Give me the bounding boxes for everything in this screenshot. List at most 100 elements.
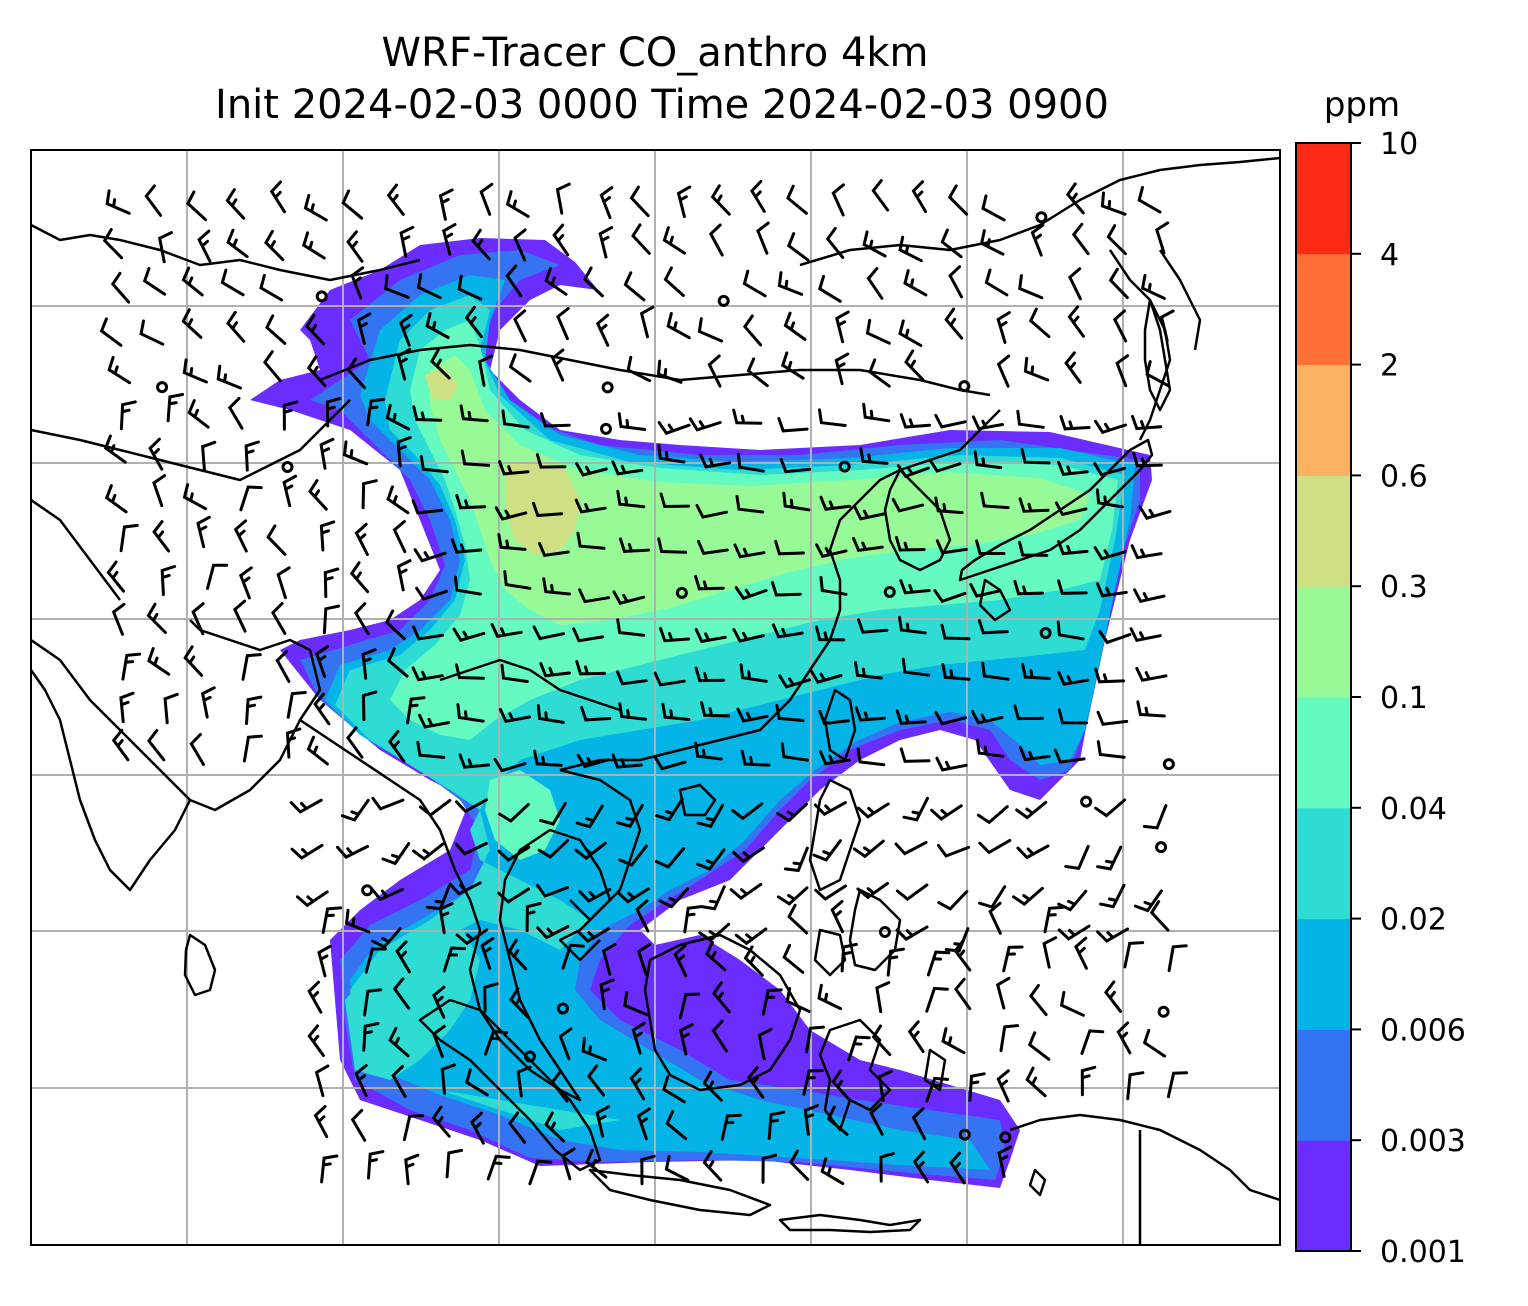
wind-barb <box>1142 804 1168 830</box>
wind-barb <box>411 666 444 682</box>
wind-barb <box>757 1027 773 1061</box>
wind-barb <box>616 887 650 904</box>
wind-barb <box>673 944 688 978</box>
wind-barb <box>319 520 336 552</box>
wind-barb <box>384 609 406 641</box>
wind-barb <box>398 313 413 347</box>
wind-barb <box>448 881 482 896</box>
calm-wind-marker <box>600 422 613 435</box>
wind-barb <box>747 1066 765 1099</box>
wind-barb <box>505 264 523 298</box>
wind-barb <box>732 408 763 425</box>
wind-barb <box>817 983 843 1011</box>
wind-barb <box>239 485 263 512</box>
wind-barb <box>392 520 407 554</box>
wind-barb <box>478 354 493 387</box>
wind-barb <box>891 497 925 513</box>
wind-barb <box>578 888 612 903</box>
wind-barb <box>494 506 528 521</box>
wind-barb <box>1130 544 1163 560</box>
wind-barb <box>454 575 482 596</box>
border-central-asia <box>31 399 351 601</box>
wind-barb <box>776 886 809 906</box>
wind-barb <box>201 440 217 473</box>
calm-wind-marker <box>958 380 971 393</box>
wind-barb <box>139 319 165 346</box>
wind-barb <box>363 988 383 1017</box>
wind-barb <box>418 713 451 729</box>
wind-barb <box>540 412 571 428</box>
wind-barb <box>232 599 247 633</box>
wind-barb <box>353 602 370 636</box>
wind-barb <box>1093 462 1127 477</box>
wind-barb <box>815 625 846 642</box>
wind-barb <box>879 1152 895 1183</box>
wind-barb <box>1043 905 1065 934</box>
wind-barb <box>895 536 926 552</box>
wind-barb <box>1057 924 1091 941</box>
wind-barb <box>296 890 329 908</box>
wind-barb <box>1021 662 1051 680</box>
colorbar-tick-label: 0.006 <box>1380 1013 1466 1048</box>
wind-barb <box>735 494 765 514</box>
coast-japan-honshu <box>958 438 1154 582</box>
wind-barb <box>1029 984 1048 1017</box>
wind-barb <box>1106 224 1127 256</box>
calm-wind-marker <box>156 381 169 394</box>
wind-barb <box>354 522 369 556</box>
map-panel <box>31 150 1280 1245</box>
colorbar-segment <box>1296 697 1351 809</box>
map-gridlines <box>31 150 1280 1245</box>
wind-barb <box>935 756 968 772</box>
coastlines <box>31 156 1280 1245</box>
wind-barb <box>431 1105 451 1138</box>
wind-barb <box>574 498 607 514</box>
wind-barb <box>1155 221 1170 255</box>
wind-barb <box>323 567 340 599</box>
wind-barb <box>611 460 644 476</box>
colorbar-unit-label: ppm <box>1324 85 1400 125</box>
wind-barb <box>196 515 211 549</box>
wind-barb <box>555 182 571 215</box>
wind-barb <box>868 358 891 388</box>
wind-barb <box>575 804 604 829</box>
wind-barb <box>307 980 323 1014</box>
wind-barb <box>940 228 963 259</box>
plume-level-03-west <box>425 368 458 400</box>
wind-barb <box>926 950 951 977</box>
coast-india <box>31 619 322 892</box>
calm-wind-marker <box>878 925 891 938</box>
wind-barb <box>1166 1071 1189 1099</box>
wind-barb <box>785 987 811 1013</box>
wind-barb <box>694 574 725 591</box>
wind-barb <box>367 1150 385 1180</box>
chart-title-line-1: WRF-Tracer CO_anthro 4km <box>381 30 928 76</box>
wind-barb <box>455 928 489 946</box>
wind-barb <box>1104 980 1123 1013</box>
wind-barb <box>387 730 406 763</box>
coast-new-guinea <box>1009 1113 1280 1245</box>
wind-barb <box>636 943 652 976</box>
wind-barb <box>928 458 962 473</box>
wind-barb <box>776 802 808 823</box>
calm-wind-marker <box>1039 627 1052 640</box>
wind-barb <box>815 543 848 559</box>
wind-barb <box>852 536 884 552</box>
colorbar-tick-label: 0.6 <box>1380 459 1428 494</box>
wind-barb <box>350 266 365 300</box>
wind-barb <box>1065 182 1085 215</box>
wind-barb <box>1159 309 1175 343</box>
calm-wind-marker <box>281 460 294 473</box>
wind-barb <box>831 1069 851 1102</box>
wind-barb <box>103 434 127 464</box>
wind-barb <box>418 799 452 817</box>
wind-barb <box>662 226 686 255</box>
border-china-south <box>439 658 621 712</box>
wind-barb <box>707 354 722 388</box>
wind-barb <box>1059 990 1085 1017</box>
wind-barb <box>587 1064 606 1097</box>
wind-barb <box>457 274 483 301</box>
wind-barb <box>818 274 842 303</box>
wind-barb <box>290 843 324 860</box>
wind-barb <box>1145 360 1170 388</box>
